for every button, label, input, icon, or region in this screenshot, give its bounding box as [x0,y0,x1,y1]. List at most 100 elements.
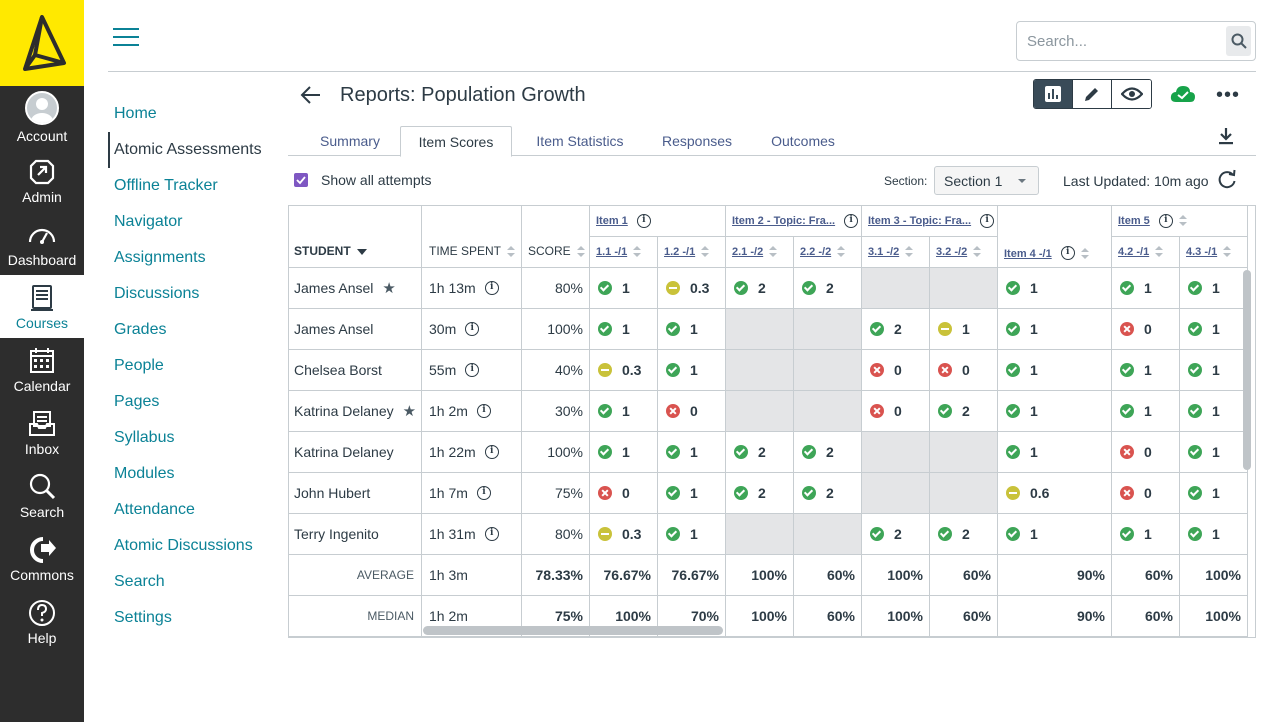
course-nav-pages[interactable]: Pages [114,393,160,410]
info-icon[interactable]: i [844,214,859,228]
item-4-link[interactable]: Item 4 -/1 [1004,248,1052,260]
logo[interactable] [0,0,84,86]
course-nav-grades[interactable]: Grades [114,321,167,338]
score-item-cell[interactable]: 0 [862,391,930,432]
search-input[interactable] [1017,23,1226,59]
student-name[interactable]: James Ansel [294,321,374,337]
student-name[interactable]: Katrina Delaney [294,444,394,460]
table-row-student[interactable]: Chelsea Borst [289,350,422,391]
edit-view-button[interactable] [1073,80,1112,108]
score-item-cell[interactable]: 1 [1112,350,1180,391]
score-item-cell[interactable]: 1 [1112,268,1180,309]
global-nav-commons[interactable]: Commons [0,527,84,590]
horizontal-scrollbar[interactable] [423,626,723,635]
course-nav-people[interactable]: People [114,357,164,374]
sort-icon[interactable] [576,246,585,258]
course-nav-discussions[interactable]: Discussions [114,285,200,302]
item-group-link[interactable]: Item 5 [1118,215,1150,227]
course-nav-offline-tracker[interactable]: Offline Tracker [114,177,218,194]
score-item-cell[interactable]: 1 [1112,514,1180,555]
sub-item-link[interactable]: 2.2 -/2 [800,246,832,258]
sort-icon[interactable] [973,246,982,258]
refresh-icon[interactable] [1216,169,1238,196]
table-row-student[interactable]: Terry Ingenito [289,514,422,555]
score-item-cell[interactable]: 1 [658,473,726,514]
sub-item-link[interactable]: 1.1 -/1 [596,246,628,258]
info-icon[interactable]: i [476,486,491,500]
info-icon[interactable]: i [465,322,480,336]
preview-view-button[interactable] [1112,80,1151,108]
student-name[interactable]: John Hubert [294,485,371,501]
course-nav-atomic-assessments[interactable]: Atomic Assessments [108,132,283,168]
student-name[interactable]: James Ansel [294,280,374,296]
sort-icon[interactable] [769,246,778,258]
score-item-cell[interactable]: 1 [658,514,726,555]
student-name[interactable]: Chelsea Borst [294,362,382,378]
score-item-cell[interactable]: 1 [998,432,1112,473]
hamburger-menu-icon[interactable] [113,28,139,48]
show-all-checkbox[interactable] [294,173,308,187]
sub-item-link[interactable]: 3.2 -/2 [936,246,968,258]
sub-item-link[interactable]: 2.1 -/2 [732,246,764,258]
item-group-link[interactable]: Item 3 - Topic: Fra... [868,215,972,227]
score-item-cell[interactable]: 1 [998,268,1112,309]
table-row-student[interactable]: Katrina Delaney [289,432,422,473]
student-name[interactable]: Terry Ingenito [294,526,379,542]
time-header[interactable]: TIME SPENT [422,206,522,268]
score-item-cell[interactable]: 2 [862,309,930,350]
course-nav-syllabus[interactable]: Syllabus [114,429,175,446]
score-item-cell[interactable]: 1 [1180,391,1248,432]
tab-responses[interactable]: Responses [661,133,733,149]
sort-icon[interactable] [837,246,846,258]
course-nav-settings[interactable]: Settings [114,609,172,626]
score-item-cell[interactable]: 2 [862,514,930,555]
score-item-cell[interactable]: 0 [930,350,998,391]
tab-item-statistics[interactable]: Item Statistics [536,133,624,149]
sort-icon[interactable] [1080,248,1089,260]
sub-item-link[interactable]: 1.2 -/1 [664,246,696,258]
table-row-student[interactable]: James Ansel ★ [289,268,422,309]
global-nav-calendar[interactable]: Calendar [0,338,84,401]
course-nav-attendance[interactable]: Attendance [114,501,195,518]
sort-icon[interactable] [633,246,642,258]
score-item-cell[interactable]: 0 [1112,473,1180,514]
score-item-cell[interactable]: 1 [998,309,1112,350]
score-item-cell[interactable]: 0 [1112,432,1180,473]
score-item-cell[interactable]: 1 [1180,350,1248,391]
info-icon[interactable]: i [484,281,499,295]
sort-icon[interactable] [1178,215,1187,227]
global-nav-search[interactable]: Search [0,464,84,527]
vertical-scrollbar[interactable] [1243,270,1251,470]
sub-item-link[interactable]: 3.1 -/2 [868,246,900,258]
more-options-icon[interactable]: ••• [1216,84,1241,106]
table-row-student[interactable]: John Hubert [289,473,422,514]
sort-icon[interactable] [507,246,516,258]
table-row-student[interactable]: Katrina Delaney ★ [289,391,422,432]
info-icon[interactable]: i [476,404,491,418]
score-item-cell[interactable]: 0.6 [998,473,1112,514]
global-nav-dashboard[interactable]: Dashboard [0,212,84,275]
info-icon[interactable]: i [1060,246,1075,260]
tab-item-scores[interactable]: Item Scores [400,126,512,157]
score-item-cell[interactable]: 0 [658,391,726,432]
back-arrow-icon[interactable] [300,84,324,106]
info-icon[interactable]: i [1158,214,1173,228]
course-nav-atomic-discussions[interactable]: Atomic Discussions [114,537,253,554]
score-item-cell[interactable]: 1 [1180,473,1248,514]
score-item-cell[interactable]: 2 [794,268,862,309]
sort-icon[interactable] [1223,246,1232,258]
sort-desc-icon[interactable] [356,246,367,258]
info-icon[interactable]: i [484,527,499,541]
sort-icon[interactable] [701,246,710,258]
score-item-cell[interactable]: 2 [930,391,998,432]
course-nav-assignments[interactable]: Assignments [114,249,206,266]
info-icon[interactable]: i [636,214,651,228]
section-select[interactable]: Section 1 [934,166,1039,195]
download-icon[interactable] [1217,127,1235,150]
show-all-attempts[interactable]: Show all attempts [294,172,432,188]
score-item-cell[interactable]: 1 [658,432,726,473]
student-name[interactable]: Katrina Delaney [294,403,394,419]
course-nav-search[interactable]: Search [114,573,165,590]
score-item-cell[interactable]: 1 [998,350,1112,391]
score-item-cell[interactable]: 1 [998,514,1112,555]
